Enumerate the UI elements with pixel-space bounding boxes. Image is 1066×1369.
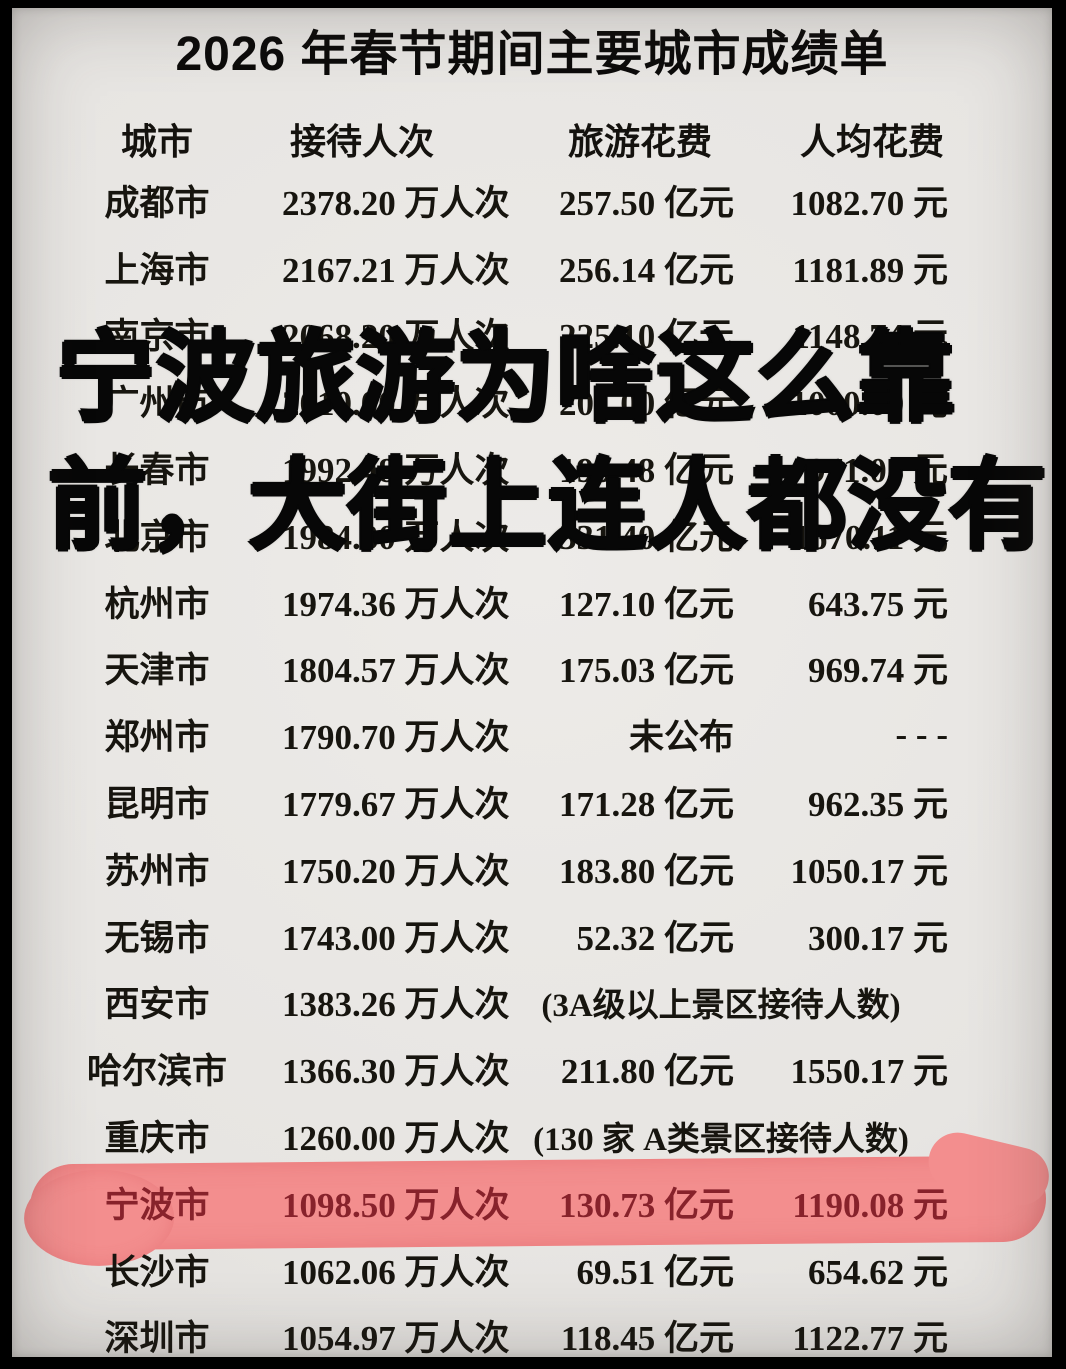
meme-caption-line2: 前，大街上连人都没有 xyxy=(48,449,1048,564)
column-header-spending: 旅游花费 xyxy=(567,121,712,162)
table-row: 昆明市 1779.67 万人次 171.28 亿元 962.35 元 xyxy=(32,768,968,835)
city-cell: 北京市 xyxy=(104,517,210,557)
spending-cell: 52.32 亿元 xyxy=(576,918,734,958)
table-row: 天津市 1804.57 万人次 175.03 亿元 969.74 元 xyxy=(32,635,968,702)
table-row: 重庆市 1260.00 万人次 (130 家 A类景区接待人数) xyxy=(32,1102,968,1169)
table-body: 成都市 2378.20 万人次 257.50 亿元 1082.70 元 上海市 … xyxy=(32,167,968,1357)
city-cell: 上海市 xyxy=(104,250,210,290)
visitors-cell: 1062.06 万人次 xyxy=(282,1252,510,1292)
spending-cell: 201.00 亿元 xyxy=(558,384,734,424)
table-row: 哈尔滨市 1366.30 万人次 211.80 亿元 1550.17 元 xyxy=(32,1035,968,1102)
column-header-city: 城市 xyxy=(120,121,193,162)
spending-cell: 130.73 亿元 xyxy=(558,1185,734,1225)
per-capita-cell: 1181.89 元 xyxy=(792,250,948,290)
city-cell: 长沙市 xyxy=(104,1252,210,1292)
table-row: 长春市 1992.48 万人次 193.48 亿元 971.05 元 xyxy=(32,434,968,501)
city-cell: 长春市 xyxy=(104,451,210,491)
city-cell: 南京市 xyxy=(104,317,210,357)
city-cell: 天津市 xyxy=(104,651,210,691)
visitors-cell: 1743.00 万人次 xyxy=(282,918,510,958)
spending-cell: 256.14 亿元 xyxy=(558,250,734,290)
per-capita-cell: 300.17 元 xyxy=(807,918,948,958)
city-cell: 深圳市 xyxy=(104,1319,210,1357)
city-cell: 宁波市 xyxy=(104,1185,210,1225)
city-cell: 无锡市 xyxy=(104,918,210,958)
per-capita-cell: 1082.70 元 xyxy=(790,183,948,223)
spending-cell: 331.40 亿元 xyxy=(558,517,734,557)
city-cell: 郑州市 xyxy=(104,718,210,758)
visitors-cell: 2068.20 万人次 xyxy=(282,317,510,357)
scope-note-cell: (3A级以上景区接待人数) xyxy=(541,987,901,1024)
per-capita-cell: 1050.17 元 xyxy=(790,851,948,891)
per-capita-cell: 1000.00 元 xyxy=(790,384,948,424)
visitors-cell: 2010.00 万人次 xyxy=(282,384,510,424)
spending-cell: 未公布 xyxy=(628,718,734,758)
spending-cell: 118.45 亿元 xyxy=(560,1319,734,1357)
city-cell: 昆明市 xyxy=(104,785,210,825)
document-paper: 2026 年春节期间主要城市成绩单 城市 接待人次 旅游花费 人均花费 成都市 … xyxy=(12,8,1052,1357)
spending-cell: 175.03 亿元 xyxy=(558,651,734,691)
column-header-per-capita: 人均花费 xyxy=(799,121,944,162)
per-capita-cell: 969.74 元 xyxy=(807,651,948,691)
spending-cell: 193.48 亿元 xyxy=(558,451,734,491)
per-capita-cell: 1550.17 元 xyxy=(790,1052,948,1092)
table-row: 苏州市 1750.20 万人次 183.80 亿元 1050.17 元 xyxy=(32,835,968,902)
visitors-cell: 1750.20 万人次 xyxy=(282,851,510,891)
table-header: 城市 接待人次 旅游花费 人均花费 xyxy=(32,118,968,166)
city-cell: 哈尔滨市 xyxy=(86,1052,227,1092)
visitors-cell: 1992.48 万人次 xyxy=(282,451,510,491)
spending-cell: 225.10 亿元 xyxy=(558,317,734,357)
per-capita-cell: 1670.11 元 xyxy=(792,517,948,557)
scope-note-cell: (130 家 A类景区接待人数) xyxy=(533,1121,909,1158)
table-row: 杭州市 1974.36 万人次 127.10 亿元 643.75 元 xyxy=(32,568,968,635)
spending-cell: 127.10 亿元 xyxy=(558,584,734,624)
city-cell: 西安市 xyxy=(104,985,210,1025)
visitors-cell: 1098.50 万人次 xyxy=(282,1185,510,1225)
table-row: 上海市 2167.21 万人次 256.14 亿元 1181.89 元 xyxy=(32,234,968,301)
per-capita-cell: 1190.08 元 xyxy=(792,1185,948,1225)
city-cell: 重庆市 xyxy=(104,1119,210,1159)
city-cell: 苏州市 xyxy=(104,851,210,891)
per-capita-cell: 654.62 元 xyxy=(807,1252,948,1292)
spending-cell: 69.51 亿元 xyxy=(576,1252,734,1292)
spending-cell: 257.50 亿元 xyxy=(558,183,734,223)
visitors-cell: 1383.26 万人次 xyxy=(282,985,510,1025)
table-row: 深圳市 1054.97 万人次 118.45 亿元 1122.77 元 xyxy=(32,1303,968,1357)
spending-cell: 171.28 亿元 xyxy=(558,785,734,825)
visitors-cell: 1054.97 万人次 xyxy=(282,1319,510,1357)
city-cell: 成都市 xyxy=(104,183,210,223)
spending-cell: 211.80 亿元 xyxy=(560,1052,734,1092)
city-cell: 杭州市 xyxy=(104,584,210,624)
per-capita-cell: 1148.74 元 xyxy=(792,317,948,357)
spending-cell: 183.80 亿元 xyxy=(558,851,734,891)
visitors-cell: 1366.30 万人次 xyxy=(282,1052,510,1092)
table-row: 南京市 2068.20 万人次 225.10 亿元 1148.74 元 xyxy=(32,301,968,368)
table-row: 北京市 1984.30 万人次 331.40 亿元 1670.11 元 xyxy=(32,501,968,568)
column-header-visitors: 接待人次 xyxy=(289,121,434,162)
table-row: 宁波市 1098.50 万人次 130.73 亿元 1190.08 元 xyxy=(32,1169,968,1236)
per-capita-cell: 962.35 元 xyxy=(807,785,948,825)
per-capita-cell: 1122.77 元 xyxy=(792,1319,948,1357)
visitors-cell: 1984.30 万人次 xyxy=(282,517,510,557)
table-row: 广州市 2010.00 万人次 201.00 亿元 1000.00 元 xyxy=(32,367,968,434)
meme-caption-line1: 宁波旅游为啥这么靠 xyxy=(56,321,956,436)
per-capita-cell: 971.05 元 xyxy=(807,451,948,491)
per-capita-cell: - - - xyxy=(895,714,948,754)
table-row: 西安市 1383.26 万人次 (3A级以上景区接待人数) xyxy=(32,969,968,1036)
per-capita-cell: 643.75 元 xyxy=(807,584,948,624)
page-title: 2026 年春节期间主要城市成绩单 xyxy=(175,28,889,81)
city-cell: 广州市 xyxy=(104,384,210,424)
visitors-cell: 1790.70 万人次 xyxy=(282,718,510,758)
visitors-cell: 2167.21 万人次 xyxy=(282,250,510,290)
table-row: 无锡市 1743.00 万人次 52.32 亿元 300.17 元 xyxy=(32,902,968,969)
visitors-cell: 1804.57 万人次 xyxy=(282,651,510,691)
visitors-cell: 2378.20 万人次 xyxy=(282,183,510,223)
visitors-cell: 1974.36 万人次 xyxy=(282,584,510,624)
table-row: 郑州市 1790.70 万人次 未公布 - - - xyxy=(32,701,968,768)
table-row: 成都市 2378.20 万人次 257.50 亿元 1082.70 元 xyxy=(32,167,968,234)
visitors-cell: 1260.00 万人次 xyxy=(282,1119,510,1159)
table-row: 长沙市 1062.06 万人次 69.51 亿元 654.62 元 xyxy=(32,1236,968,1303)
visitors-cell: 1779.67 万人次 xyxy=(282,785,510,825)
